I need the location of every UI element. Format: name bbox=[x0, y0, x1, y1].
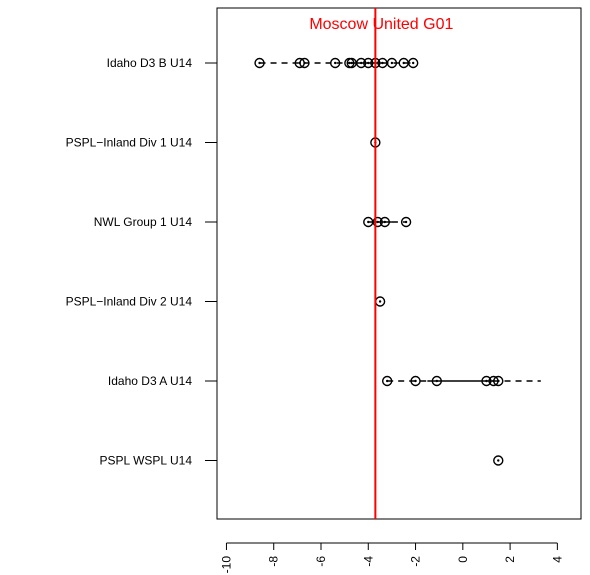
data-point-center bbox=[485, 379, 488, 383]
data-point-center bbox=[359, 61, 363, 65]
data-point bbox=[329, 57, 341, 69]
category-label: PSPL WSPL U14 bbox=[100, 454, 193, 468]
data-point-center bbox=[348, 61, 351, 65]
data-point-center bbox=[385, 379, 389, 383]
data-point-center bbox=[435, 379, 439, 383]
data-point-center bbox=[376, 220, 379, 224]
x-tick-label: 4 bbox=[550, 556, 564, 563]
chart-title: Moscow United G01 bbox=[309, 16, 453, 33]
data-point bbox=[299, 57, 310, 69]
x-tick-label: -4 bbox=[361, 556, 375, 567]
data-point bbox=[410, 375, 421, 387]
data-point-center bbox=[350, 61, 353, 65]
data-point bbox=[400, 216, 412, 228]
data-point-center bbox=[258, 61, 261, 65]
category-label: NWL Group 1 U14 bbox=[94, 215, 193, 229]
data-point bbox=[355, 57, 367, 69]
data-point-center bbox=[367, 220, 370, 224]
data-point-center bbox=[414, 379, 417, 383]
x-tick-label: -10 bbox=[219, 556, 233, 574]
category-label: Idaho D3 B U14 bbox=[107, 56, 193, 70]
x-tick-label: -6 bbox=[314, 556, 328, 567]
category-label: Idaho D3 A U14 bbox=[108, 374, 192, 388]
data-point-center bbox=[390, 61, 394, 65]
category-label: PSPL−Inland Div 1 U14 bbox=[66, 136, 193, 150]
data-point bbox=[381, 375, 393, 387]
data-point bbox=[407, 57, 419, 69]
data-point bbox=[379, 216, 391, 228]
data-point-center bbox=[497, 459, 500, 462]
data-point bbox=[493, 455, 504, 466]
category-label: PSPL−Inland Div 2 U14 bbox=[66, 295, 193, 309]
data-point-center bbox=[367, 61, 370, 65]
data-point bbox=[431, 375, 443, 387]
x-tick-label: -8 bbox=[267, 556, 281, 567]
data-point bbox=[372, 216, 383, 228]
plot-frame bbox=[216, 7, 582, 520]
data-point bbox=[254, 57, 265, 69]
x-tick-label: 0 bbox=[456, 556, 470, 563]
x-tick-label: -2 bbox=[409, 556, 423, 567]
data-point-center bbox=[333, 61, 337, 65]
data-point bbox=[386, 57, 398, 69]
data-point bbox=[493, 375, 504, 387]
data-point-center bbox=[378, 300, 382, 303]
data-point-center bbox=[303, 61, 306, 65]
data-point-center bbox=[383, 220, 387, 224]
data-point-center bbox=[497, 379, 500, 383]
data-point-center bbox=[381, 61, 384, 65]
data-point bbox=[363, 57, 374, 69]
data-point bbox=[481, 375, 492, 387]
data-point-center bbox=[411, 61, 415, 65]
x-tick-label: 2 bbox=[503, 556, 517, 563]
data-point-center bbox=[404, 220, 408, 224]
data-point-center bbox=[402, 61, 405, 65]
